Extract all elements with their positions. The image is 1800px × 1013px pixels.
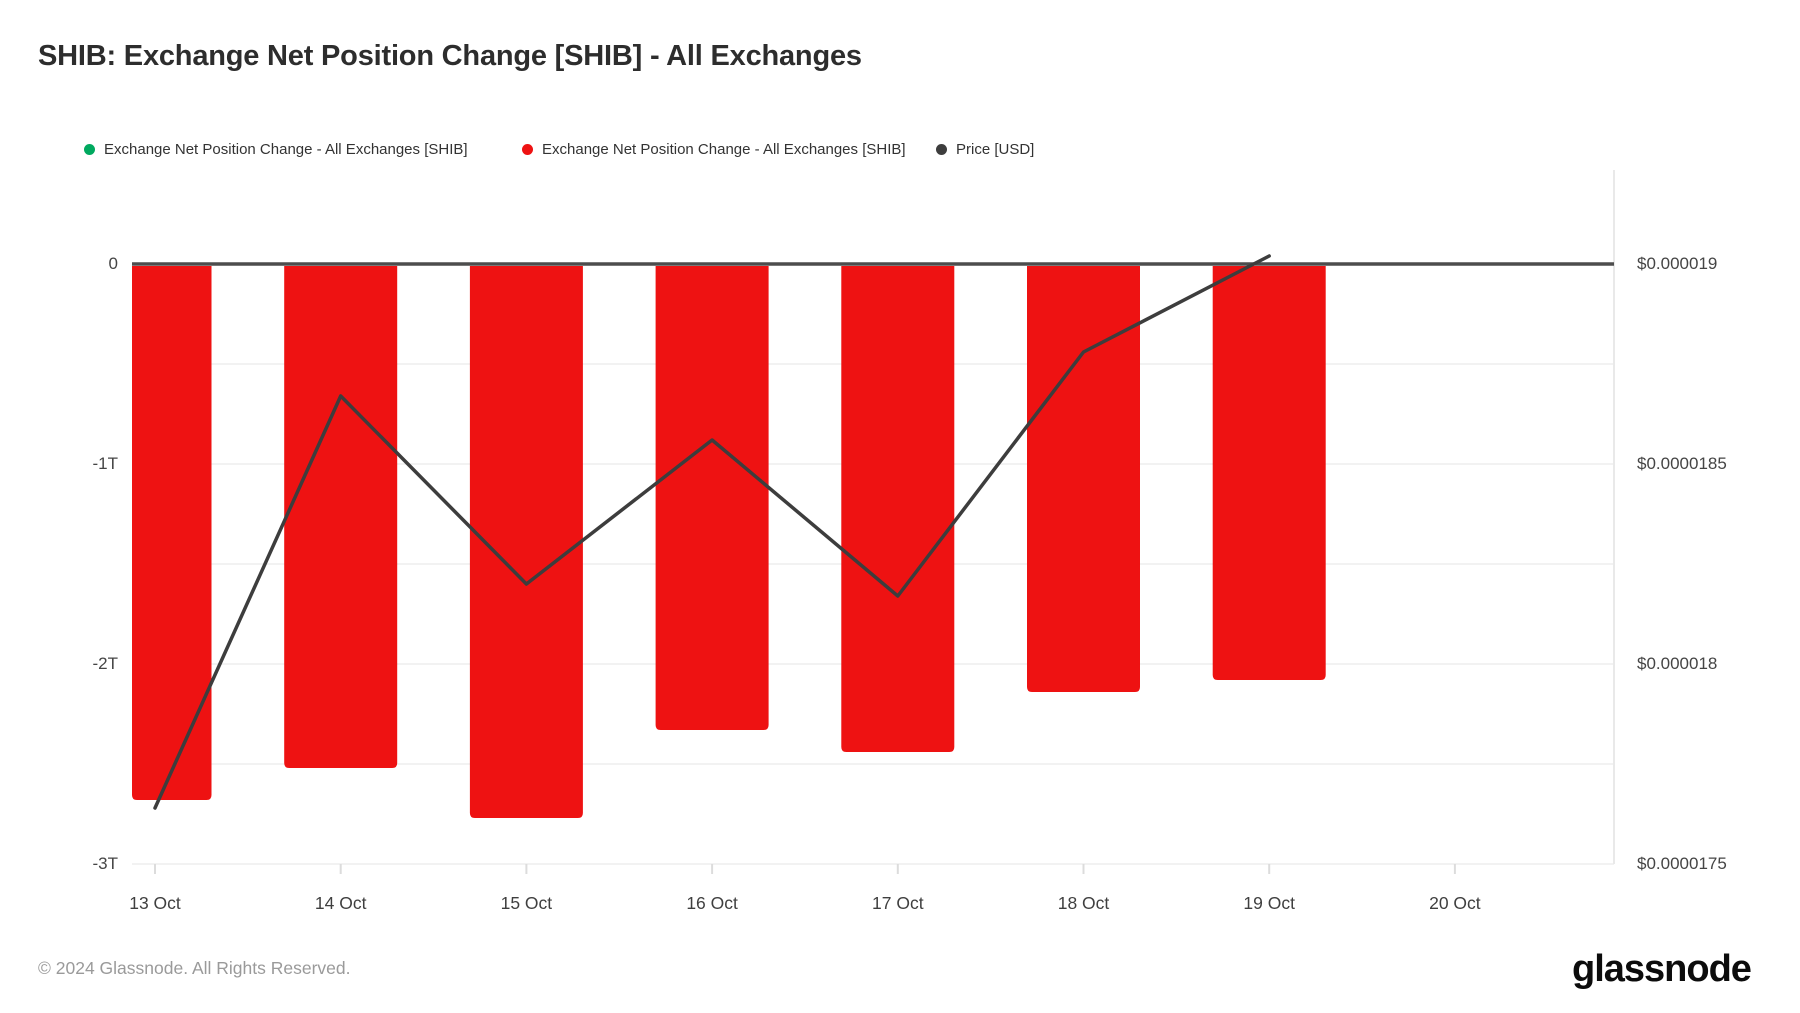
x-axis-tick-label: 18 Oct xyxy=(1057,893,1110,913)
legend-dot-icon xyxy=(84,143,95,155)
net-position-bar xyxy=(655,266,769,730)
glassnode-logo: glassnode xyxy=(1572,948,1752,990)
price-line xyxy=(153,254,1271,810)
page-title: SHIB: Exchange Net Position Change [SHIB… xyxy=(38,40,862,72)
left-axis-tick-label: -1T xyxy=(92,454,119,473)
legend-item-net-position-1: Exchange Net Position Change - All Excha… xyxy=(522,140,906,158)
net-position-bar xyxy=(1027,266,1140,692)
x-axis-tick-label: 13 Oct xyxy=(129,893,181,913)
legend-item-price: Price [USD] xyxy=(936,140,1035,158)
left-axis-tick-label: -2T xyxy=(92,654,119,673)
right-axis-tick-label: $0.0000175 xyxy=(1637,854,1727,873)
net-position-bar xyxy=(284,266,398,768)
legend-dot-icon xyxy=(936,143,947,155)
legend-item-net-position-0: Exchange Net Position Change - All Excha… xyxy=(84,140,468,158)
x-axis-tick-label: 16 Oct xyxy=(686,893,738,913)
x-axis-tick-label: 17 Oct xyxy=(872,893,924,913)
legend-label: Price [USD] xyxy=(956,140,1035,158)
x-axis-tick-label: 20 Oct xyxy=(1429,893,1481,913)
x-axis-tick-label: 15 Oct xyxy=(500,893,553,913)
x-axis-tick-label: 19 Oct xyxy=(1243,893,1295,913)
net-position-bar xyxy=(841,266,955,752)
legend-dot-icon xyxy=(522,143,533,155)
legend-label: Exchange Net Position Change - All Excha… xyxy=(104,140,468,158)
left-axis-tick-label: -3T xyxy=(92,854,119,873)
net-position-bar xyxy=(469,266,583,818)
right-axis-tick-label: $0.000019 xyxy=(1637,254,1718,273)
right-axis-tick-label: $0.000018 xyxy=(1637,654,1718,673)
left-axis-tick-label: 0 xyxy=(108,254,118,273)
legend-label: Exchange Net Position Change - All Excha… xyxy=(542,140,906,158)
copyright-text: © 2024 Glassnode. All Rights Reserved. xyxy=(38,958,351,978)
net-position-bar xyxy=(1212,266,1326,680)
x-axis-tick-label: 14 Oct xyxy=(314,893,367,913)
right-axis-tick-label: $0.0000185 xyxy=(1637,454,1727,473)
net-position-bar xyxy=(132,266,212,800)
